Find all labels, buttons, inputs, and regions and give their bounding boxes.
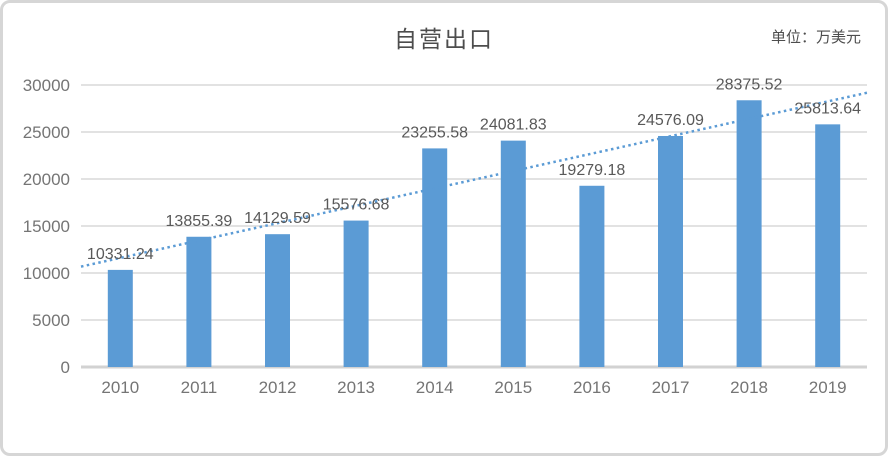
bar-value-label: 14129.59 xyxy=(244,210,311,227)
y-tick-label: 5000 xyxy=(32,311,70,330)
x-tick-label: 2010 xyxy=(101,378,139,397)
bar-value-label: 23255.58 xyxy=(401,124,468,141)
x-tick-label: 2019 xyxy=(809,378,847,397)
y-tick-label: 15000 xyxy=(23,217,70,236)
bar-2013 xyxy=(343,220,369,367)
bar-2017 xyxy=(658,135,683,367)
chart-title: 自营出口 xyxy=(394,26,494,52)
y-tick-label: 10000 xyxy=(23,264,70,283)
bar-2011 xyxy=(186,236,212,367)
bar-2014 xyxy=(422,148,448,367)
x-tick-label: 2017 xyxy=(652,378,690,397)
bar-2016 xyxy=(579,185,605,367)
x-tick-label: 2011 xyxy=(181,378,218,397)
bar-value-label: 24081.83 xyxy=(480,117,547,134)
bar-chart-canvas: 0 5000 10000 15000 20000 25000 30000 2010 2011 20… xyxy=(23,76,868,397)
x-tick-label: 2018 xyxy=(730,378,768,397)
bar-2018 xyxy=(736,100,762,367)
bar-2015 xyxy=(500,140,526,367)
bar-value-label: 25813.64 xyxy=(794,100,861,117)
trendline xyxy=(80,91,868,268)
bar-2012 xyxy=(265,234,290,367)
bar-value-label: 15576.68 xyxy=(323,197,390,214)
x-tick-label: 2015 xyxy=(494,378,532,397)
bar-value-label: 24576.09 xyxy=(637,112,704,129)
x-tick-label: 2016 xyxy=(573,378,611,397)
y-tick-label: 0 xyxy=(61,358,70,377)
x-tick-label: 2012 xyxy=(259,378,297,397)
x-tick-label: 2014 xyxy=(416,378,454,397)
x-tick-label: 2013 xyxy=(337,378,375,397)
bar-value-label: 19279.18 xyxy=(559,162,626,179)
bar-value-label: 13855.39 xyxy=(166,213,233,230)
bar-value-label: 10331.24 xyxy=(87,246,154,263)
y-tick-label: 25000 xyxy=(23,123,70,142)
y-tick-label: 20000 xyxy=(23,170,70,189)
bar-2010 xyxy=(107,269,133,367)
y-tick-label: 30000 xyxy=(23,76,70,95)
bar-2019 xyxy=(815,124,841,368)
bar-value-label: 28375.52 xyxy=(716,76,783,93)
unit-label: 单位：万美元 xyxy=(770,29,861,46)
